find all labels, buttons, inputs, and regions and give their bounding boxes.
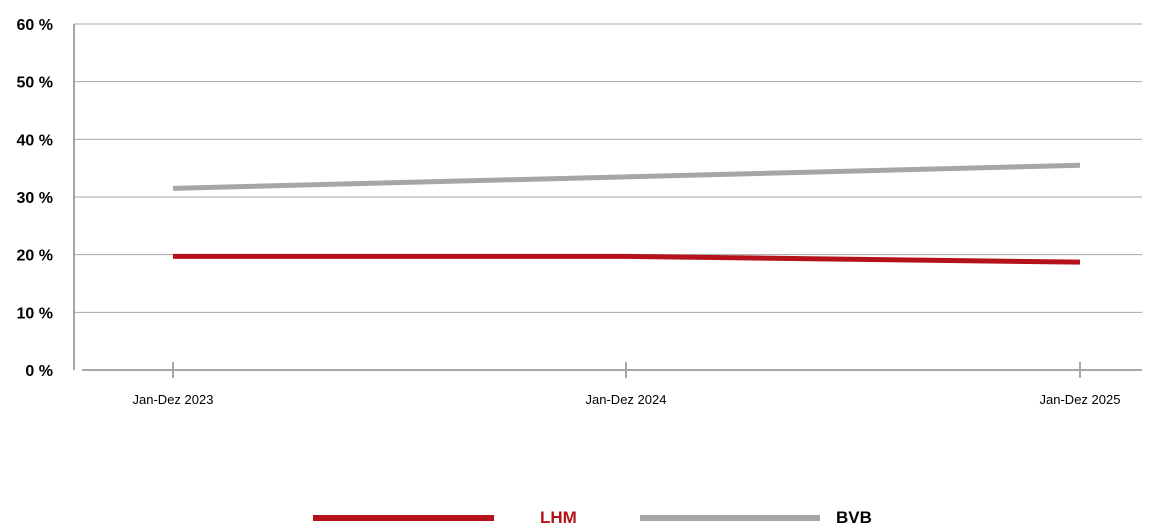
legend-label-lhm: LHM — [540, 508, 577, 524]
y-tick-labels: 0 % 10 % 20 % 30 % 40 % 50 % 60 % — [17, 17, 53, 380]
legend-label-bvb: BVB — [836, 508, 872, 524]
y-tick-label: 50 % — [17, 75, 53, 92]
series-line-lhm — [173, 253, 1081, 265]
legend: LHM BVB — [313, 508, 872, 524]
x-tick-label: Jan-Dez 2023 — [133, 392, 214, 407]
y-tick-label: 40 % — [17, 132, 53, 149]
x-tick-label: Jan-Dez 2024 — [586, 392, 667, 407]
y-tick-label: 20 % — [17, 248, 53, 265]
y-tick-label: 60 % — [17, 17, 53, 34]
series-line-bvb — [172, 162, 1081, 191]
y-tick-label: 30 % — [17, 190, 53, 207]
x-tick-label: Jan-Dez 2025 — [1040, 392, 1121, 407]
series-lines — [172, 162, 1081, 265]
y-tick-label: 0 % — [25, 363, 53, 380]
x-tick-labels: Jan-Dez 2023 Jan-Dez 2024 Jan-Dez 2025 — [133, 362, 1121, 407]
axes — [73, 24, 1142, 371]
y-tick-label: 10 % — [17, 305, 53, 322]
